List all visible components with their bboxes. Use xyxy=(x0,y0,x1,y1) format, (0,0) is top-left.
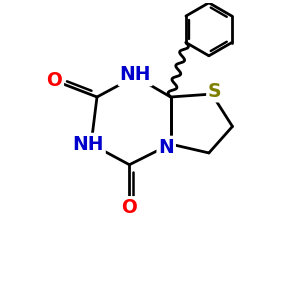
Text: N: N xyxy=(158,138,174,157)
Text: O: O xyxy=(46,71,62,90)
Text: NH: NH xyxy=(72,135,104,154)
Text: O: O xyxy=(122,198,137,217)
Text: S: S xyxy=(208,82,221,100)
Text: NH: NH xyxy=(119,65,151,84)
